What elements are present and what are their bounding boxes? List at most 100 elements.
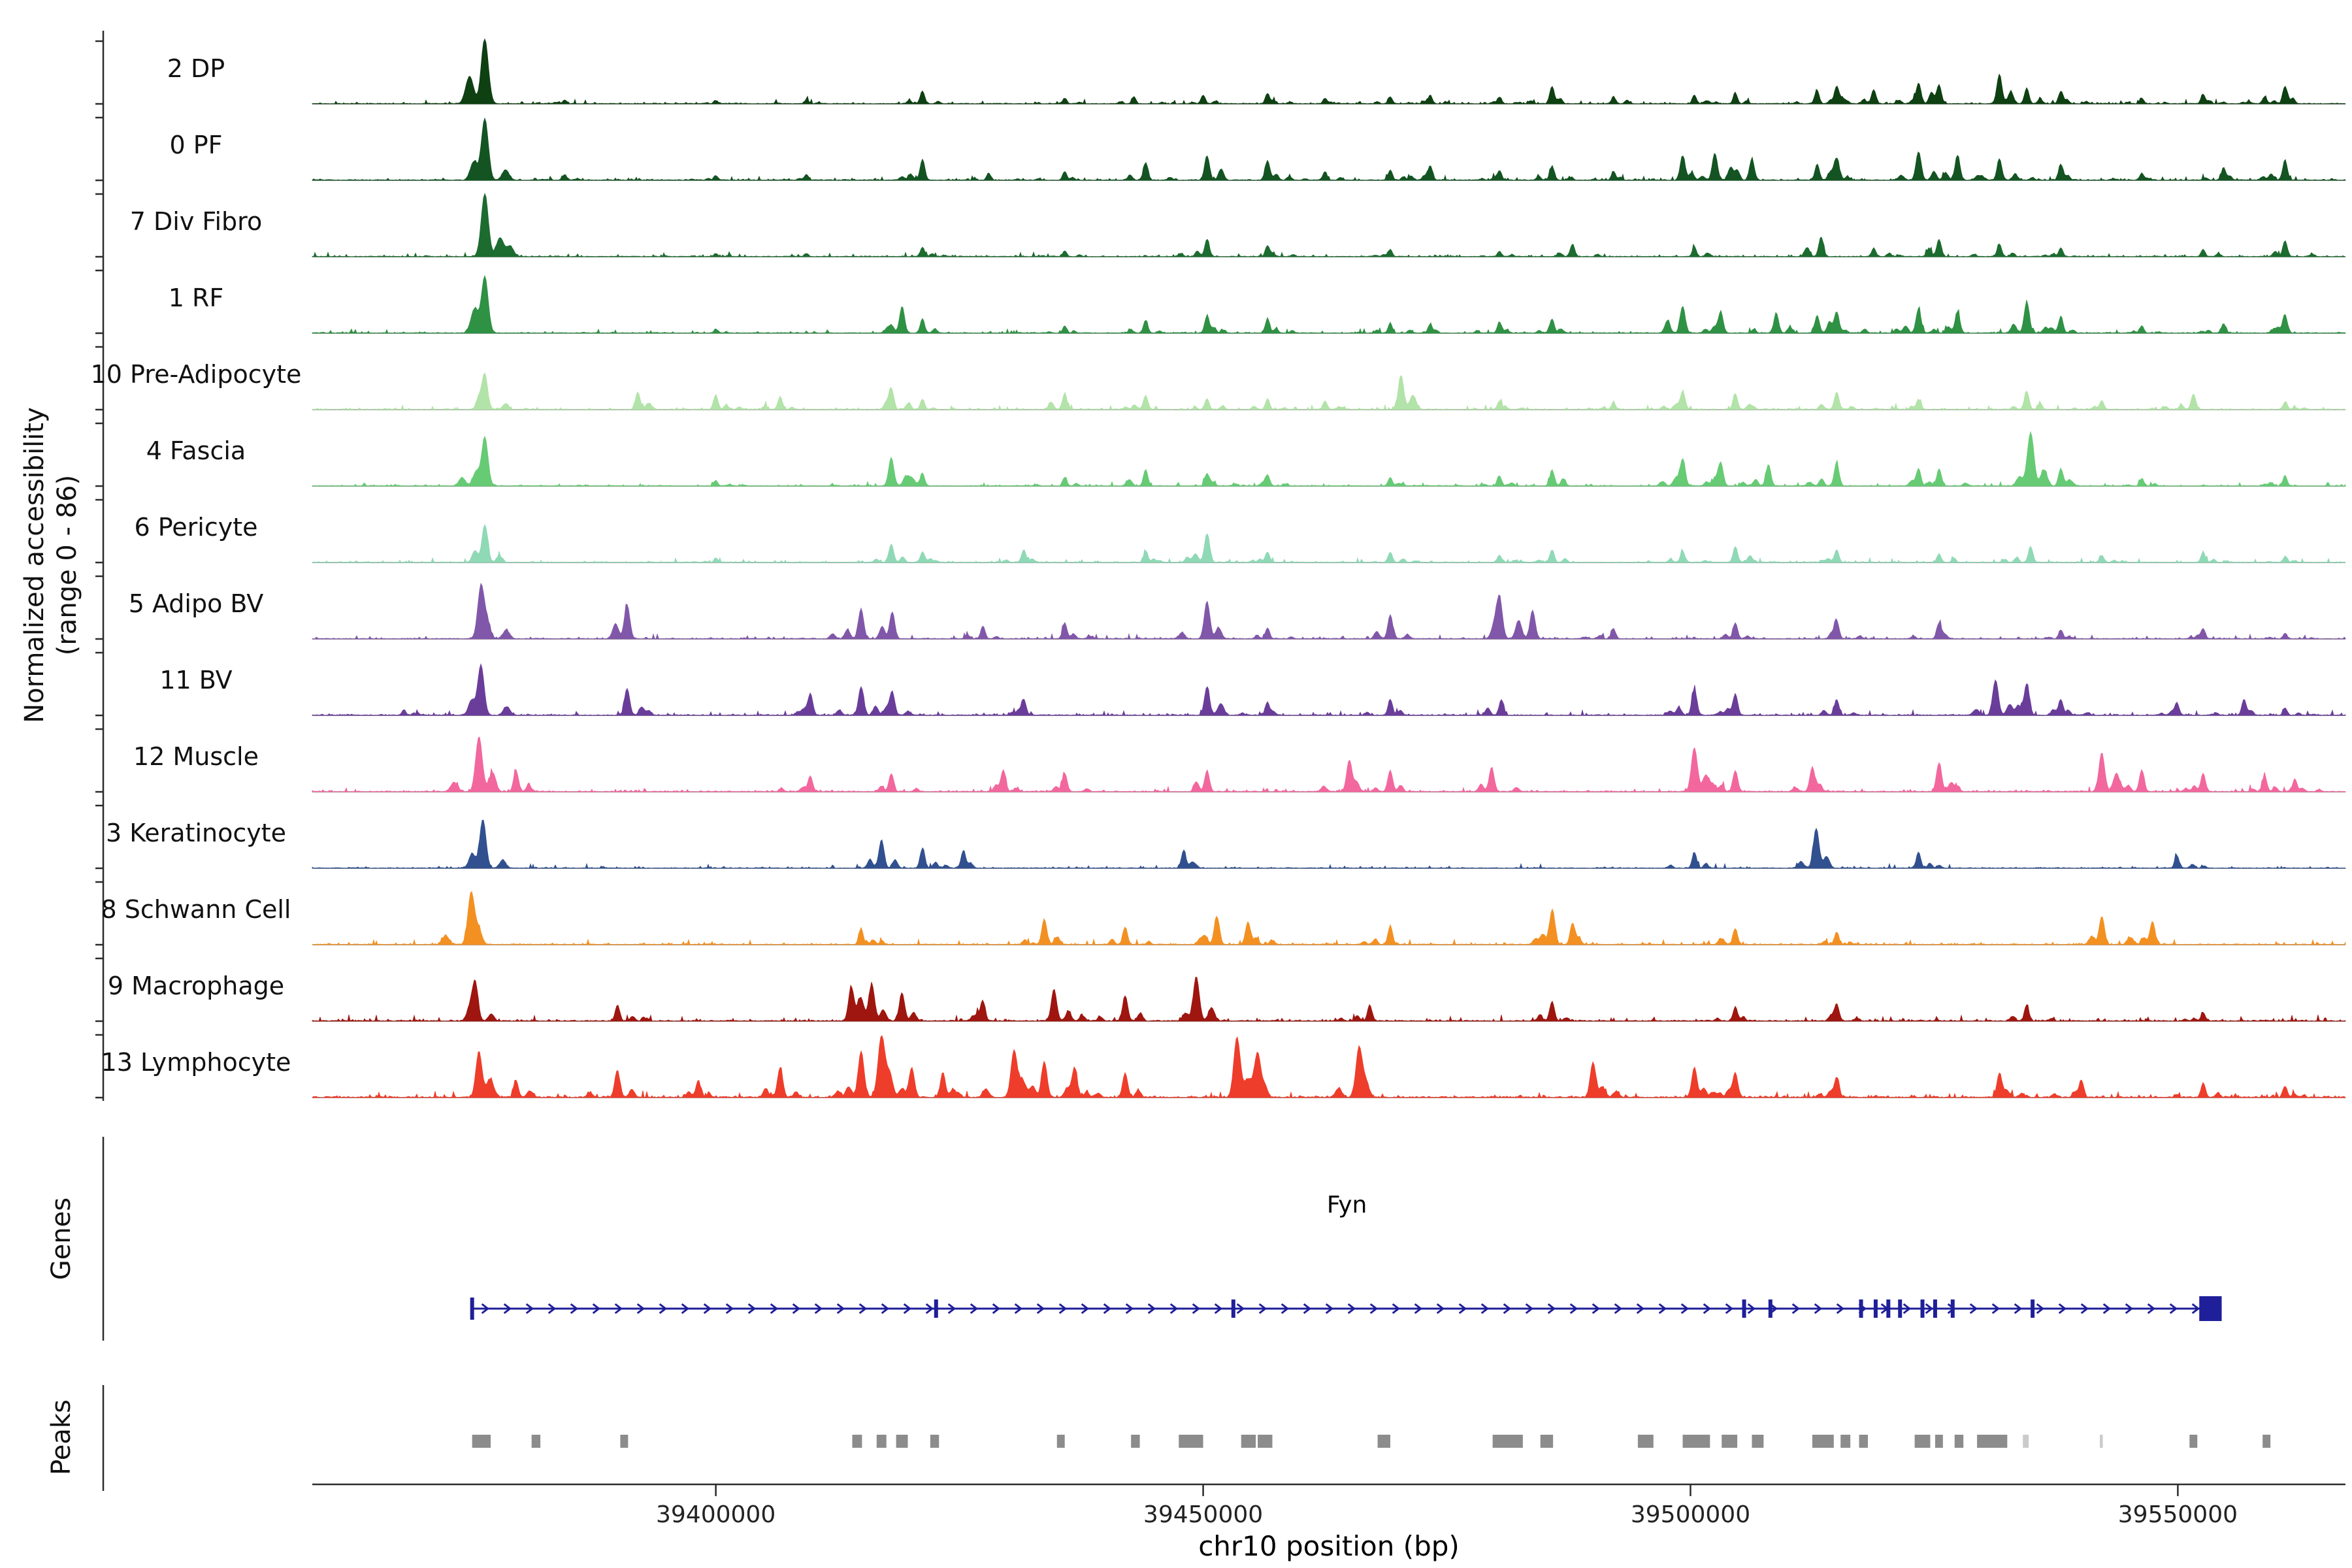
strand-arrow-icon: [1169, 1303, 1179, 1315]
signal-track-13: [312, 1035, 2347, 1099]
peak-interval: [1131, 1435, 1140, 1448]
strand-arrow-icon: [1058, 1303, 1068, 1315]
strand-arrow-icon: [2036, 1303, 2045, 1315]
signal-track-12: [312, 977, 2346, 1022]
peak-interval: [1752, 1435, 1764, 1448]
peak-interval: [1977, 1435, 2008, 1448]
strand-arrow-icon: [2080, 1303, 2089, 1315]
peak-interval: [2023, 1435, 2029, 1448]
gene-exon-tick: [1768, 1299, 1772, 1318]
strand-arrow-icon: [770, 1303, 779, 1315]
strand-arrow-icon: [1836, 1303, 1845, 1315]
strand-arrow-icon: [1369, 1303, 1379, 1315]
strand-arrow-icon: [881, 1303, 890, 1315]
strand-arrow-icon: [947, 1303, 956, 1315]
strand-arrow-icon: [1036, 1303, 1045, 1315]
strand-arrow-icon: [814, 1303, 823, 1315]
gene-start-exon: [470, 1298, 474, 1320]
peak-interval: [1914, 1435, 1931, 1448]
signal-track-2: [312, 193, 2346, 257]
signal-track-0: [312, 38, 2346, 105]
strand-arrow-icon: [2125, 1303, 2134, 1315]
strand-arrow-icon: [1214, 1303, 1223, 1315]
strand-arrow-icon: [2147, 1303, 2156, 1315]
peak-interval: [531, 1435, 541, 1448]
strand-arrow-icon: [1081, 1303, 1090, 1315]
peak-interval: [1859, 1435, 1868, 1448]
peak-interval: [1637, 1435, 1654, 1448]
strand-arrow-icon: [570, 1303, 579, 1315]
strand-arrow-icon: [659, 1303, 668, 1315]
strand-arrow-icon: [636, 1303, 645, 1315]
strand-arrow-icon: [503, 1303, 512, 1315]
track-label: 7 Div Fibro: [129, 207, 263, 236]
signal-track-4: [312, 372, 2346, 410]
peak-interval: [1258, 1435, 1273, 1448]
peak-interval: [2189, 1435, 2198, 1448]
strand-arrow-icon: [792, 1303, 801, 1315]
gene-exon-tick: [1742, 1299, 1746, 1318]
track-label: 11 BV: [159, 666, 233, 694]
strand-arrow-icon: [1103, 1303, 1112, 1315]
strand-arrow-icon: [2014, 1303, 2023, 1315]
gene-exon-tick: [1950, 1299, 1955, 1318]
peak-interval: [472, 1435, 491, 1448]
peak-interval: [2100, 1435, 2103, 1448]
peak-interval: [930, 1435, 939, 1448]
strand-arrow-icon: [992, 1303, 1001, 1315]
signal-track-7: [312, 583, 2346, 640]
peak-interval: [620, 1435, 629, 1448]
strand-arrow-icon: [2102, 1303, 2112, 1315]
peak-interval: [1935, 1435, 1943, 1448]
strand-arrow-icon: [525, 1303, 534, 1315]
strand-arrow-icon: [614, 1303, 623, 1315]
strand-arrow-icon: [2191, 1303, 2200, 1315]
peak-interval: [1722, 1435, 1738, 1448]
x-axis-title: chr10 position (bp): [1198, 1530, 1460, 1562]
strand-arrow-icon: [1991, 1303, 2001, 1315]
gene-name-label: Fyn: [1327, 1192, 1367, 1218]
track-label: 13 Lymphocyte: [101, 1048, 291, 1077]
strand-arrow-icon: [1725, 1303, 1734, 1315]
peak-interval: [1492, 1435, 1523, 1448]
strand-arrow-icon: [1814, 1303, 1823, 1315]
strand-arrow-icon: [1925, 1303, 1934, 1315]
track-label: 0 PF: [169, 131, 223, 159]
peak-interval: [1682, 1435, 1710, 1448]
peak-interval: [1954, 1435, 1964, 1448]
strand-arrow-icon: [1903, 1303, 1912, 1315]
strand-arrow-icon: [1480, 1303, 1490, 1315]
track-label: 5 Adipo BV: [128, 589, 264, 618]
signal-track-10: [312, 819, 2346, 869]
track-label: 12 Muscle: [133, 742, 259, 771]
peak-interval: [1840, 1435, 1851, 1448]
peak-interval: [1377, 1435, 1390, 1448]
gene-exon-tick: [934, 1299, 938, 1318]
strand-arrow-icon: [481, 1303, 490, 1315]
strand-arrow-icon: [747, 1303, 757, 1315]
strand-arrow-icon: [1503, 1303, 1512, 1315]
gene-exon-tick: [1933, 1299, 1937, 1318]
strand-arrow-icon: [703, 1303, 712, 1315]
signal-track-1: [312, 117, 2346, 181]
strand-arrow-icon: [1347, 1303, 1356, 1315]
track-label: 1 RF: [168, 284, 224, 312]
signal-track-8: [312, 662, 2346, 716]
peak-interval: [896, 1435, 908, 1448]
strand-arrow-icon: [2169, 1303, 2178, 1315]
strand-arrow-icon: [1192, 1303, 1201, 1315]
x-tick-label: 39500000: [1631, 1501, 1750, 1528]
strand-arrow-icon: [681, 1303, 690, 1315]
gene-exon-tick: [2031, 1299, 2035, 1318]
strand-arrow-icon: [1636, 1303, 1645, 1315]
peak-interval: [876, 1435, 887, 1448]
gene-exon-tick: [1886, 1299, 1891, 1318]
gene-exon-tick: [1873, 1299, 1878, 1318]
gene-exon-tick: [1920, 1299, 1925, 1318]
gene-exon-tick: [1859, 1299, 1863, 1318]
x-tick-label: 39400000: [656, 1501, 776, 1528]
track-label: 3 Keratinocyte: [105, 819, 287, 847]
peak-interval: [852, 1435, 862, 1448]
peak-interval: [1179, 1435, 1203, 1448]
